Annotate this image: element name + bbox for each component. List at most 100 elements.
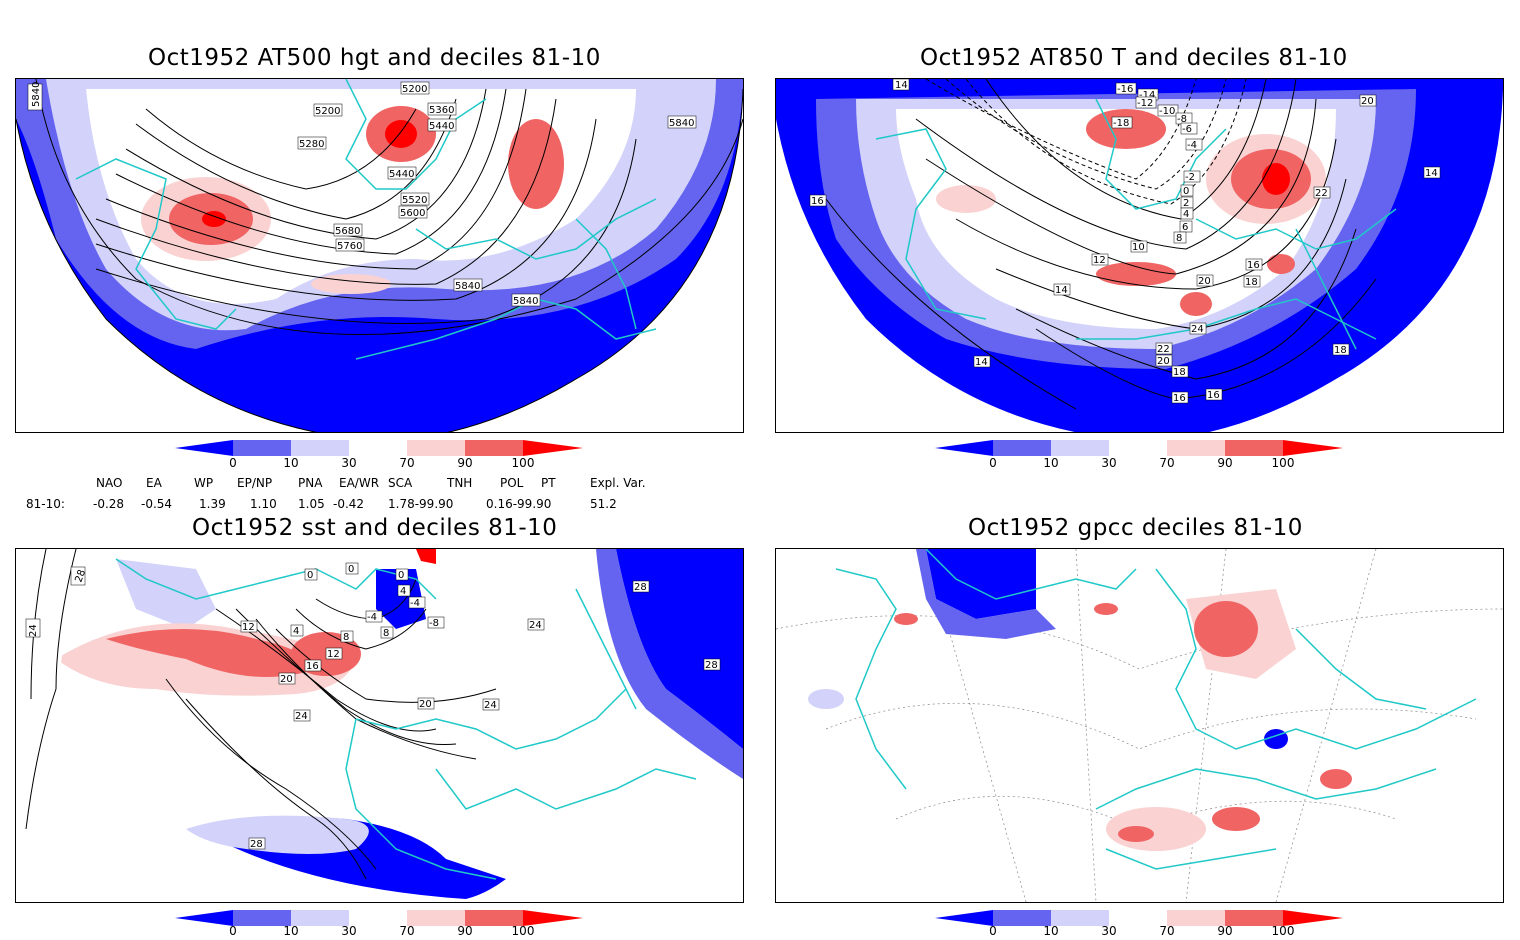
anomaly-mid-red-3 [508, 119, 564, 209]
contour-label: 28 [705, 660, 718, 671]
contour-label: 0 [307, 570, 313, 581]
index-header: SCA [388, 476, 413, 490]
panel-title-gpcc: Oct1952 gpcc deciles 81-10 [968, 515, 1303, 541]
contour-label: -14 [1139, 90, 1155, 101]
index-value: 0.16-99.90 [486, 497, 552, 511]
contour-label: 28 [250, 839, 263, 850]
cbar-label: 100 [511, 456, 535, 470]
contour-label: 8 [383, 628, 389, 639]
panel-title-hgt: Oct1952 AT500 hgt and deciles 81-10 [148, 45, 601, 71]
contour-label: 5440 [389, 169, 414, 180]
gpcc-light-red-2 [1106, 807, 1206, 851]
cbar-seg-0 [175, 440, 233, 456]
colorbar-swatches [935, 440, 1343, 456]
index-value: -0.28 [93, 497, 125, 511]
contour-label: 14 [895, 80, 908, 91]
contour-label: 5680 [335, 226, 360, 237]
cbar-label: 90 [1217, 924, 1233, 938]
cbar-label: 70 [399, 456, 415, 470]
index-header: PT [541, 476, 556, 490]
index-header: PNA [298, 476, 323, 490]
contour-label: 16 [1207, 390, 1220, 401]
contour-label: 5200 [402, 84, 427, 95]
gpcc-mid-red-1 [1194, 601, 1258, 657]
gpcc-light-blue-2 [808, 689, 844, 709]
contour-label: 10 [1132, 242, 1145, 253]
map-gpcc-svg [776, 549, 1503, 902]
cbar-label: 0 [229, 456, 237, 470]
contour-label: 24 [529, 620, 542, 631]
contour-label: 18 [1245, 277, 1258, 288]
contour-label: -18 [1113, 118, 1129, 129]
contour-label: 6 [1182, 222, 1188, 233]
index-header: POL [500, 476, 524, 490]
contour-label: 0 [1183, 186, 1189, 197]
colorbar-bottom-left: 0 10 30 70 90 100 [175, 908, 595, 940]
colorbar-bottom-right: 0 10 30 70 90 100 [935, 908, 1355, 940]
cbar-seg-1 [233, 910, 291, 926]
contour-label: -10 [1159, 106, 1175, 117]
anomaly-mid-red-5 [1180, 292, 1212, 316]
contour-labels: 14 -16 -14 -12 -10 -8 -18 -6 -4 -2 0 2 4… [809, 79, 1441, 404]
contour-label: 24 [484, 700, 497, 711]
anomaly-light-red-4 [936, 185, 996, 213]
cbar-seg-0 [175, 910, 233, 926]
contour-label: 20 [419, 699, 432, 710]
cbar-label: 90 [457, 924, 473, 938]
anomaly-deep-red-1 [202, 211, 226, 227]
contour-label: 8 [343, 632, 349, 643]
cbar-seg-2 [291, 440, 349, 456]
anomaly-mid-red-3 [1096, 262, 1176, 286]
contour-label: -4 [410, 598, 420, 609]
contour-label: 5280 [299, 139, 324, 150]
cbar-label: 10 [1043, 924, 1059, 938]
cbar-label: 30 [341, 924, 357, 938]
cbar-seg-5 [465, 440, 523, 456]
index-header: Expl. Var. [590, 476, 646, 490]
contour-labels: 5840 5200 5200 5360 5440 5280 5440 5520 … [27, 82, 697, 307]
gpcc-mid-red-2 [1118, 826, 1154, 842]
cbar-seg-3 [349, 910, 407, 926]
contour-label: 14 [1055, 285, 1068, 296]
gpcc-mid-blue-1 [916, 549, 1056, 639]
contour-label: 16 [306, 661, 319, 672]
cbar-label: 0 [229, 924, 237, 938]
contour-label: 2 [1183, 198, 1189, 209]
anomaly-mid-red-2 [1086, 109, 1166, 149]
cbar-seg-1 [993, 910, 1051, 926]
contour-label: 4 [1183, 209, 1189, 220]
temperature-contours [825, 79, 1377, 410]
index-header: EA/WR [339, 476, 380, 490]
sst-white [16, 549, 76, 799]
cbar-label: 100 [511, 924, 535, 938]
contour-label: 5840 [669, 118, 694, 129]
anomaly-mid-red-6 [1267, 254, 1295, 274]
contour-label: 18 [1173, 367, 1186, 378]
cbar-seg-1 [233, 440, 291, 456]
map-gpcc [775, 548, 1504, 903]
contour-label: 5600 [400, 208, 425, 219]
gpcc-mid-red-3 [1212, 807, 1260, 831]
contour-label: 24 [295, 711, 308, 722]
contour-label: 20 [1157, 356, 1170, 367]
cbar-label: 100 [1271, 924, 1295, 938]
contour-label: -8 [1177, 114, 1187, 125]
cbar-seg-4 [407, 910, 465, 926]
cbar-seg-4 [1167, 910, 1225, 926]
contour-label: 12 [327, 649, 340, 660]
contour-label: 5360 [429, 105, 454, 116]
cbar-label: 70 [1159, 456, 1175, 470]
index-value: 51.2 [590, 497, 617, 511]
contour-label: -6 [1182, 124, 1192, 135]
contour-label: 22 [1315, 188, 1328, 199]
cbar-seg-2 [1051, 440, 1109, 456]
cbar-seg-5 [1225, 910, 1283, 926]
contour-label: 5840 [455, 281, 480, 292]
contour-label: -8 [429, 618, 439, 629]
cbar-seg-4 [407, 440, 465, 456]
cbar-seg-2 [1051, 910, 1109, 926]
contour-label: 14 [975, 357, 988, 368]
index-value: 1.10 [250, 497, 277, 511]
colorbar-swatches [935, 910, 1343, 926]
contour-label: 28 [73, 568, 88, 584]
